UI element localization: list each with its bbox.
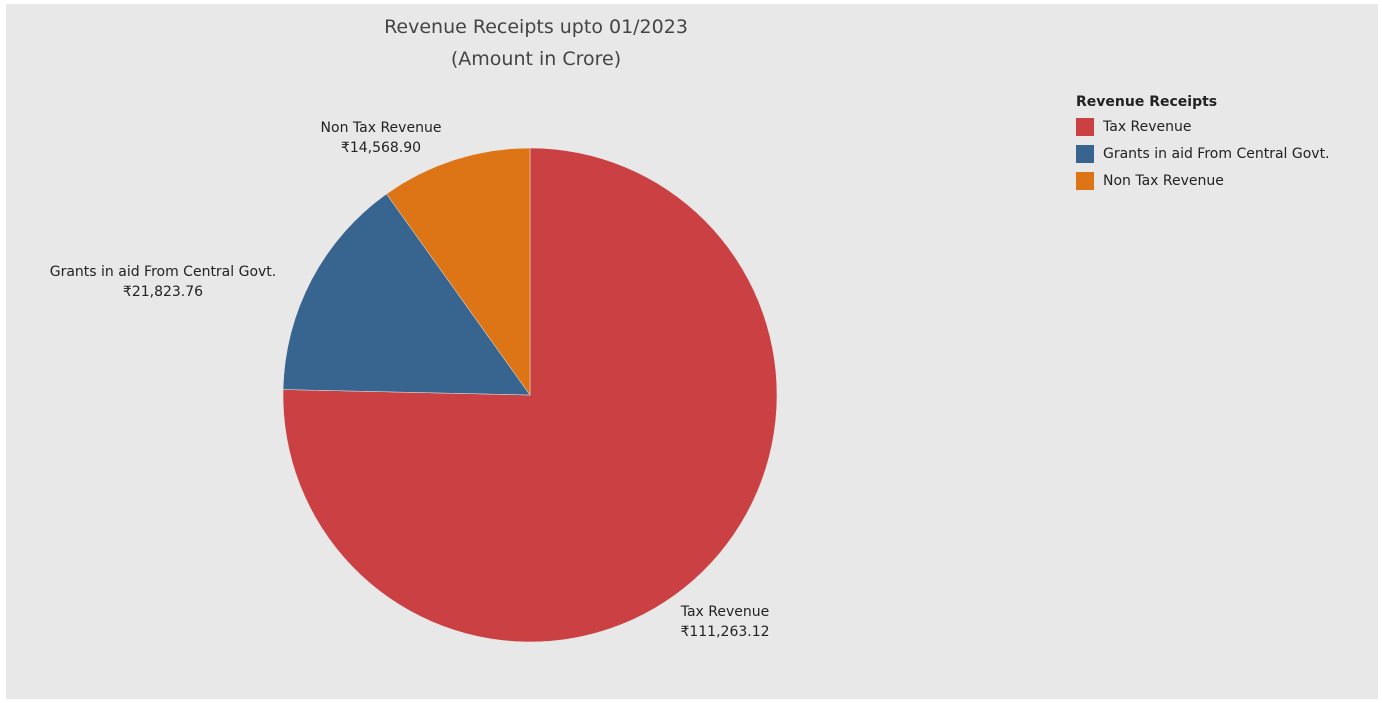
legend-swatch [1076,171,1094,190]
legend-item-tax-revenue[interactable]: Tax Revenue [1076,113,1330,140]
slice-label-tax-revenue: Tax Revenue ₹111,263.12 [650,602,800,642]
slice-label-grants: Grants in aid From Central Govt. ₹21,823… [8,262,318,302]
legend-item-label: Non Tax Revenue [1103,172,1224,189]
legend-item-grants[interactable]: Grants in aid From Central Govt. [1076,140,1330,167]
slice-label-name: Grants in aid From Central Govt. [49,264,277,280]
slice-label-non-tax-revenue: Non Tax Revenue ₹14,568.90 [296,118,466,158]
legend-swatch [1076,117,1094,136]
pie-chart [282,147,778,643]
slice-label-name: Tax Revenue [680,604,770,620]
legend-title: Revenue Receipts [1076,94,1218,110]
slice-label-value: ₹14,568.90 [340,140,422,156]
legend-swatch [1076,144,1094,163]
slice-label-name: Non Tax Revenue [320,120,442,136]
legend-item-label: Tax Revenue [1103,118,1192,135]
chart-title: Revenue Receipts upto 01/2023 [384,16,688,38]
legend-item-label: Grants in aid From Central Govt. [1103,145,1330,162]
legend: Revenue Receipts Tax Revenue Grants in a… [1076,94,1330,194]
legend-item-non-tax-revenue[interactable]: Non Tax Revenue [1076,167,1330,194]
slice-label-value: ₹21,823.76 [122,284,204,300]
pie-slice-grants[interactable] [282,193,531,396]
slice-label-value: ₹111,263.12 [680,624,770,640]
chart-panel: Revenue Receipts upto 01/2023 (Amount in… [6,4,1378,699]
pie-slice-non-tax-revenue[interactable] [386,147,531,396]
chart-subtitle: (Amount in Crore) [450,48,622,70]
